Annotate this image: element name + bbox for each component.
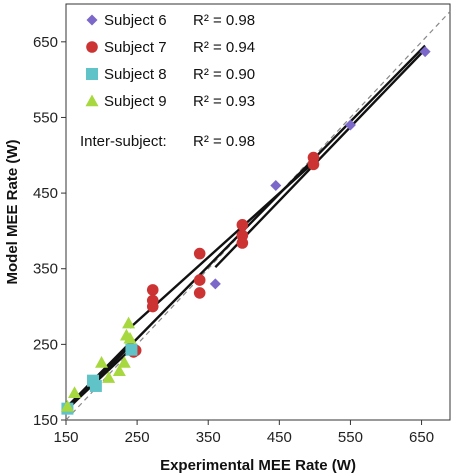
- data-point: [60, 399, 74, 412]
- legend-inter-subject-r2: R² = 0.98: [193, 133, 255, 150]
- legend-marker: [86, 68, 98, 80]
- legend-marker: [86, 41, 98, 53]
- data-point: [68, 386, 82, 398]
- fit-line-subject-6: [214, 48, 426, 269]
- legend-r2: R² = 0.93: [193, 93, 255, 110]
- y-tick-label: 350: [33, 261, 58, 278]
- data-point: [123, 331, 137, 344]
- data-point: [146, 300, 159, 313]
- data-point: [193, 287, 206, 299]
- series-subject-9: [60, 316, 137, 412]
- data-point: [307, 158, 320, 171]
- y-tick-label: 550: [33, 109, 58, 126]
- x-tick-label: 650: [409, 429, 434, 446]
- data-point: [125, 343, 138, 356]
- x-axis-ticks: 150 250 350 450 550 650: [53, 420, 434, 446]
- y-tick-label: 650: [33, 34, 58, 51]
- data-point: [270, 180, 282, 192]
- x-tick-label: 150: [53, 429, 78, 446]
- legend-r2: R² = 0.98: [193, 12, 255, 29]
- data-markers: [60, 46, 431, 415]
- legend-r2: R² = 0.90: [193, 66, 255, 83]
- data-point: [236, 237, 249, 249]
- data-point: [419, 46, 431, 58]
- x-axis-title: Experimental MEE Rate (W): [160, 457, 356, 474]
- data-point: [89, 379, 102, 392]
- legend-label: Subject 6: [104, 12, 167, 29]
- series-subject-6: [209, 46, 431, 290]
- x-tick-label: 450: [267, 429, 292, 446]
- legend-r2: R² = 0.94: [193, 39, 255, 56]
- legend: Subject 6 R² = 0.98 Subject 7 R² = 0.94 Subj…: [80, 12, 255, 150]
- legend-marker: [86, 14, 98, 26]
- y-axis-title: Model MEE Rate (W): [4, 139, 21, 284]
- legend-inter-subject-label: Inter-subject:: [80, 133, 167, 150]
- legend-marker: [85, 94, 99, 107]
- y-tick-label: 150: [33, 412, 58, 429]
- y-tick-label: 250: [33, 336, 58, 353]
- data-point: [193, 247, 206, 260]
- data-point: [344, 119, 356, 131]
- data-point: [236, 219, 249, 231]
- plot-area: [60, 3, 451, 421]
- y-tick-label: 450: [33, 185, 58, 202]
- data-point: [193, 274, 206, 286]
- data-point: [117, 356, 131, 368]
- legend-label: Subject 9: [104, 93, 167, 110]
- data-point: [102, 371, 116, 383]
- legend-label: Subject 7: [104, 39, 167, 56]
- x-tick-label: 550: [338, 429, 363, 446]
- x-tick-label: 350: [196, 429, 221, 446]
- y-axis-ticks: 150 250 350 450 550 650: [33, 34, 66, 429]
- legend-label: Subject 8: [104, 66, 167, 83]
- data-point: [122, 316, 136, 329]
- data-point: [209, 278, 221, 290]
- data-point: [95, 356, 109, 368]
- plot-frame: [65, 3, 451, 421]
- data-point: [146, 284, 159, 296]
- x-tick-label: 250: [125, 429, 150, 446]
- data-point: [112, 364, 126, 377]
